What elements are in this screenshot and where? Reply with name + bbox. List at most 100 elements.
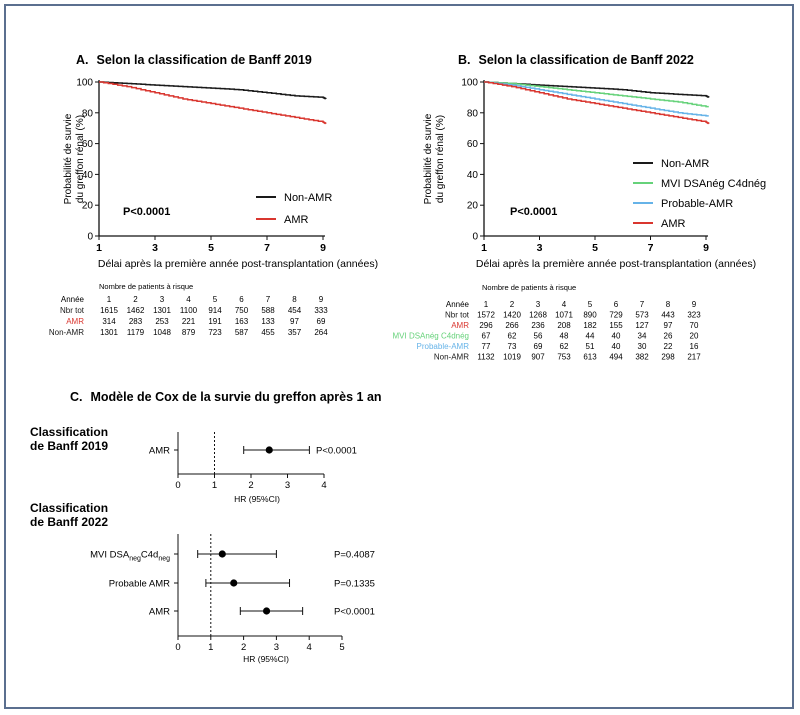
- forest-row-label-mid: C4d: [141, 550, 158, 561]
- risk-table-year: 3: [160, 295, 165, 304]
- risk-table-cell: 382: [635, 353, 649, 362]
- risk-table-cell: 97: [664, 321, 673, 330]
- risk-table-cell: 750: [235, 306, 249, 315]
- risk-table-year: 1: [107, 295, 112, 304]
- risk-table-row-label: Nbr tot: [60, 306, 85, 315]
- risk-table-year: 6: [239, 295, 244, 304]
- risk-table-year: 7: [266, 295, 271, 304]
- legend-label: Non-AMR: [661, 158, 709, 170]
- risk-table-cell: 443: [661, 311, 675, 320]
- risk-table-cell: 283: [129, 317, 143, 326]
- risk-table-cell: 914: [208, 306, 222, 315]
- p-value-label: P<0.0001: [123, 206, 170, 218]
- forest-x-tick-label: 2: [241, 642, 246, 653]
- forest-row-label: AMR: [149, 607, 170, 618]
- risk-table-cell: 51: [586, 342, 595, 351]
- km-curve-mvi-dsan-g-c4dn-g: [484, 81, 709, 108]
- panel-a-km-banff-2019: A. Selon la classification de Banff 2019 P…: [49, 53, 378, 337]
- forest-row-label: MVI DSAnegC4dneg: [90, 550, 170, 563]
- panel-title: A. Selon la classification de Banff 2019: [76, 53, 312, 67]
- x-tick-label: 7: [264, 242, 270, 254]
- risk-table-year: 2: [510, 300, 515, 309]
- risk-table-cell: 69: [534, 342, 543, 351]
- y-tick-label: 0: [472, 232, 478, 243]
- panel-title-text: Modèle de Cox de la survie du greffon ap…: [91, 390, 382, 404]
- forest-x-tick-label: 1: [212, 480, 217, 491]
- risk-table-year: 5: [213, 295, 218, 304]
- panel-title-text: Selon la classification de Banff 2019: [97, 53, 312, 67]
- risk-table-cell: 133: [261, 317, 275, 326]
- risk-table-cell: 127: [635, 321, 649, 330]
- y-tick-label: 80: [467, 108, 479, 119]
- risk-table-row-label: MVI DSAnég C4dnég: [393, 332, 470, 341]
- risk-table-year: 5: [588, 300, 593, 309]
- y-tick-label: 40: [82, 170, 94, 181]
- risk-table-row-label: Non-AMR: [434, 353, 469, 362]
- y-axis-label: Probabilité de survie: [423, 113, 434, 204]
- risk-table-cell: 753: [557, 353, 571, 362]
- risk-table-row-label: Non-AMR: [49, 328, 84, 337]
- hr-point: [265, 446, 273, 454]
- x-tick-label: 5: [208, 242, 214, 254]
- risk-table-cell: 455: [261, 328, 275, 337]
- risk-table-cell: 30: [638, 342, 647, 351]
- y-tick-label: 40: [467, 170, 479, 181]
- risk-table-cell: 1019: [503, 353, 521, 362]
- y-tick-label: 20: [467, 201, 479, 212]
- forest-x-tick-label: 2: [248, 480, 253, 491]
- y-axis-label: Probabilité de survie: [63, 113, 74, 204]
- risk-table-cell: 155: [609, 321, 623, 330]
- risk-table-cell: 314: [102, 317, 116, 326]
- risk-table-year: 8: [666, 300, 671, 309]
- risk-table-year: 6: [614, 300, 619, 309]
- forest-x-tick-label: 0: [175, 480, 180, 491]
- legend-label: MVI DSAnég C4dnég: [661, 178, 766, 190]
- risk-table-cell: 588: [261, 306, 275, 315]
- risk-table-header-label: Année: [446, 300, 470, 309]
- km-curve-amr: [99, 81, 327, 125]
- risk-table-cell: 236: [531, 321, 545, 330]
- risk-table-cell: 1301: [153, 306, 171, 315]
- risk-table-year: 2: [133, 295, 138, 304]
- risk-table-cell: 22: [664, 342, 673, 351]
- forest-row-label: Probable AMR: [109, 579, 170, 590]
- legend-label: AMR: [661, 218, 686, 230]
- risk-table-cell: 40: [612, 332, 621, 341]
- y-tick-label: 100: [76, 78, 93, 89]
- risk-table-cell: 62: [508, 332, 517, 341]
- forest-row-label-main: MVI DSA: [90, 550, 130, 561]
- y-tick-label: 80: [82, 108, 94, 119]
- risk-table-cell: 729: [609, 311, 623, 320]
- panel-c-cox-forest-plot: C. Modèle de Cox de la survie du greffon …: [30, 390, 382, 664]
- risk-table-cell: 1100: [180, 306, 198, 315]
- x-tick-label: 5: [592, 242, 598, 254]
- risk-table-title: Nombre de patients à risque: [99, 282, 193, 291]
- x-tick-label: 1: [481, 242, 487, 254]
- risk-table-cell: 264: [314, 328, 328, 337]
- forest-x-tick-label: 1: [208, 642, 213, 653]
- forest-x-tick-label: 4: [321, 480, 326, 491]
- y-tick-label: 60: [467, 139, 479, 150]
- group-heading: Classification: [30, 501, 108, 515]
- risk-table-cell: 266: [505, 321, 519, 330]
- risk-table-row-label: AMR: [451, 321, 469, 330]
- risk-table-cell: 323: [687, 311, 701, 320]
- legend-label: Non-AMR: [284, 192, 332, 204]
- risk-table-year: 9: [319, 295, 324, 304]
- risk-table-cell: 69: [317, 317, 326, 326]
- p-value-label: P<0.0001: [510, 206, 557, 218]
- risk-table-cell: 1420: [503, 311, 521, 320]
- risk-table-cell: 62: [560, 342, 569, 351]
- panel-title: C. Modèle de Cox de la survie du greffon …: [70, 390, 382, 404]
- risk-table-cell: 26: [664, 332, 673, 341]
- risk-table-year: 3: [536, 300, 541, 309]
- risk-table-cell: 221: [182, 317, 196, 326]
- risk-table-cell: 73: [508, 342, 517, 351]
- x-tick-label: 1: [96, 242, 102, 254]
- risk-table-title: Nombre de patients à risque: [482, 283, 576, 292]
- risk-table-cell: 494: [609, 353, 623, 362]
- panel-b-km-banff-2022: B. Selon la classification de Banff 2022 P…: [393, 53, 767, 362]
- x-axis-label: Délai après la première année post-trans…: [98, 258, 378, 270]
